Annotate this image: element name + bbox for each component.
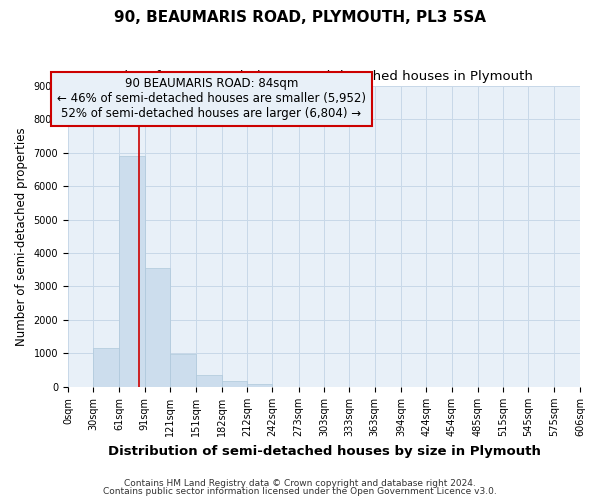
- Text: Contains public sector information licensed under the Open Government Licence v3: Contains public sector information licen…: [103, 487, 497, 496]
- Text: 90 BEAUMARIS ROAD: 84sqm
← 46% of semi-detached houses are smaller (5,952)
52% o: 90 BEAUMARIS ROAD: 84sqm ← 46% of semi-d…: [57, 78, 366, 120]
- Text: 90, BEAUMARIS ROAD, PLYMOUTH, PL3 5SA: 90, BEAUMARIS ROAD, PLYMOUTH, PL3 5SA: [114, 10, 486, 25]
- Bar: [222, 381, 247, 387]
- Bar: [145, 268, 170, 387]
- Text: Contains HM Land Registry data © Crown copyright and database right 2024.: Contains HM Land Registry data © Crown c…: [124, 478, 476, 488]
- Y-axis label: Number of semi-detached properties: Number of semi-detached properties: [15, 127, 28, 346]
- Bar: [170, 354, 196, 387]
- Bar: [93, 348, 119, 387]
- Bar: [247, 384, 272, 387]
- Bar: [196, 375, 222, 387]
- Bar: [119, 156, 145, 387]
- Title: Size of property relative to semi-detached houses in Plymouth: Size of property relative to semi-detach…: [116, 70, 532, 83]
- X-axis label: Distribution of semi-detached houses by size in Plymouth: Distribution of semi-detached houses by …: [107, 444, 541, 458]
